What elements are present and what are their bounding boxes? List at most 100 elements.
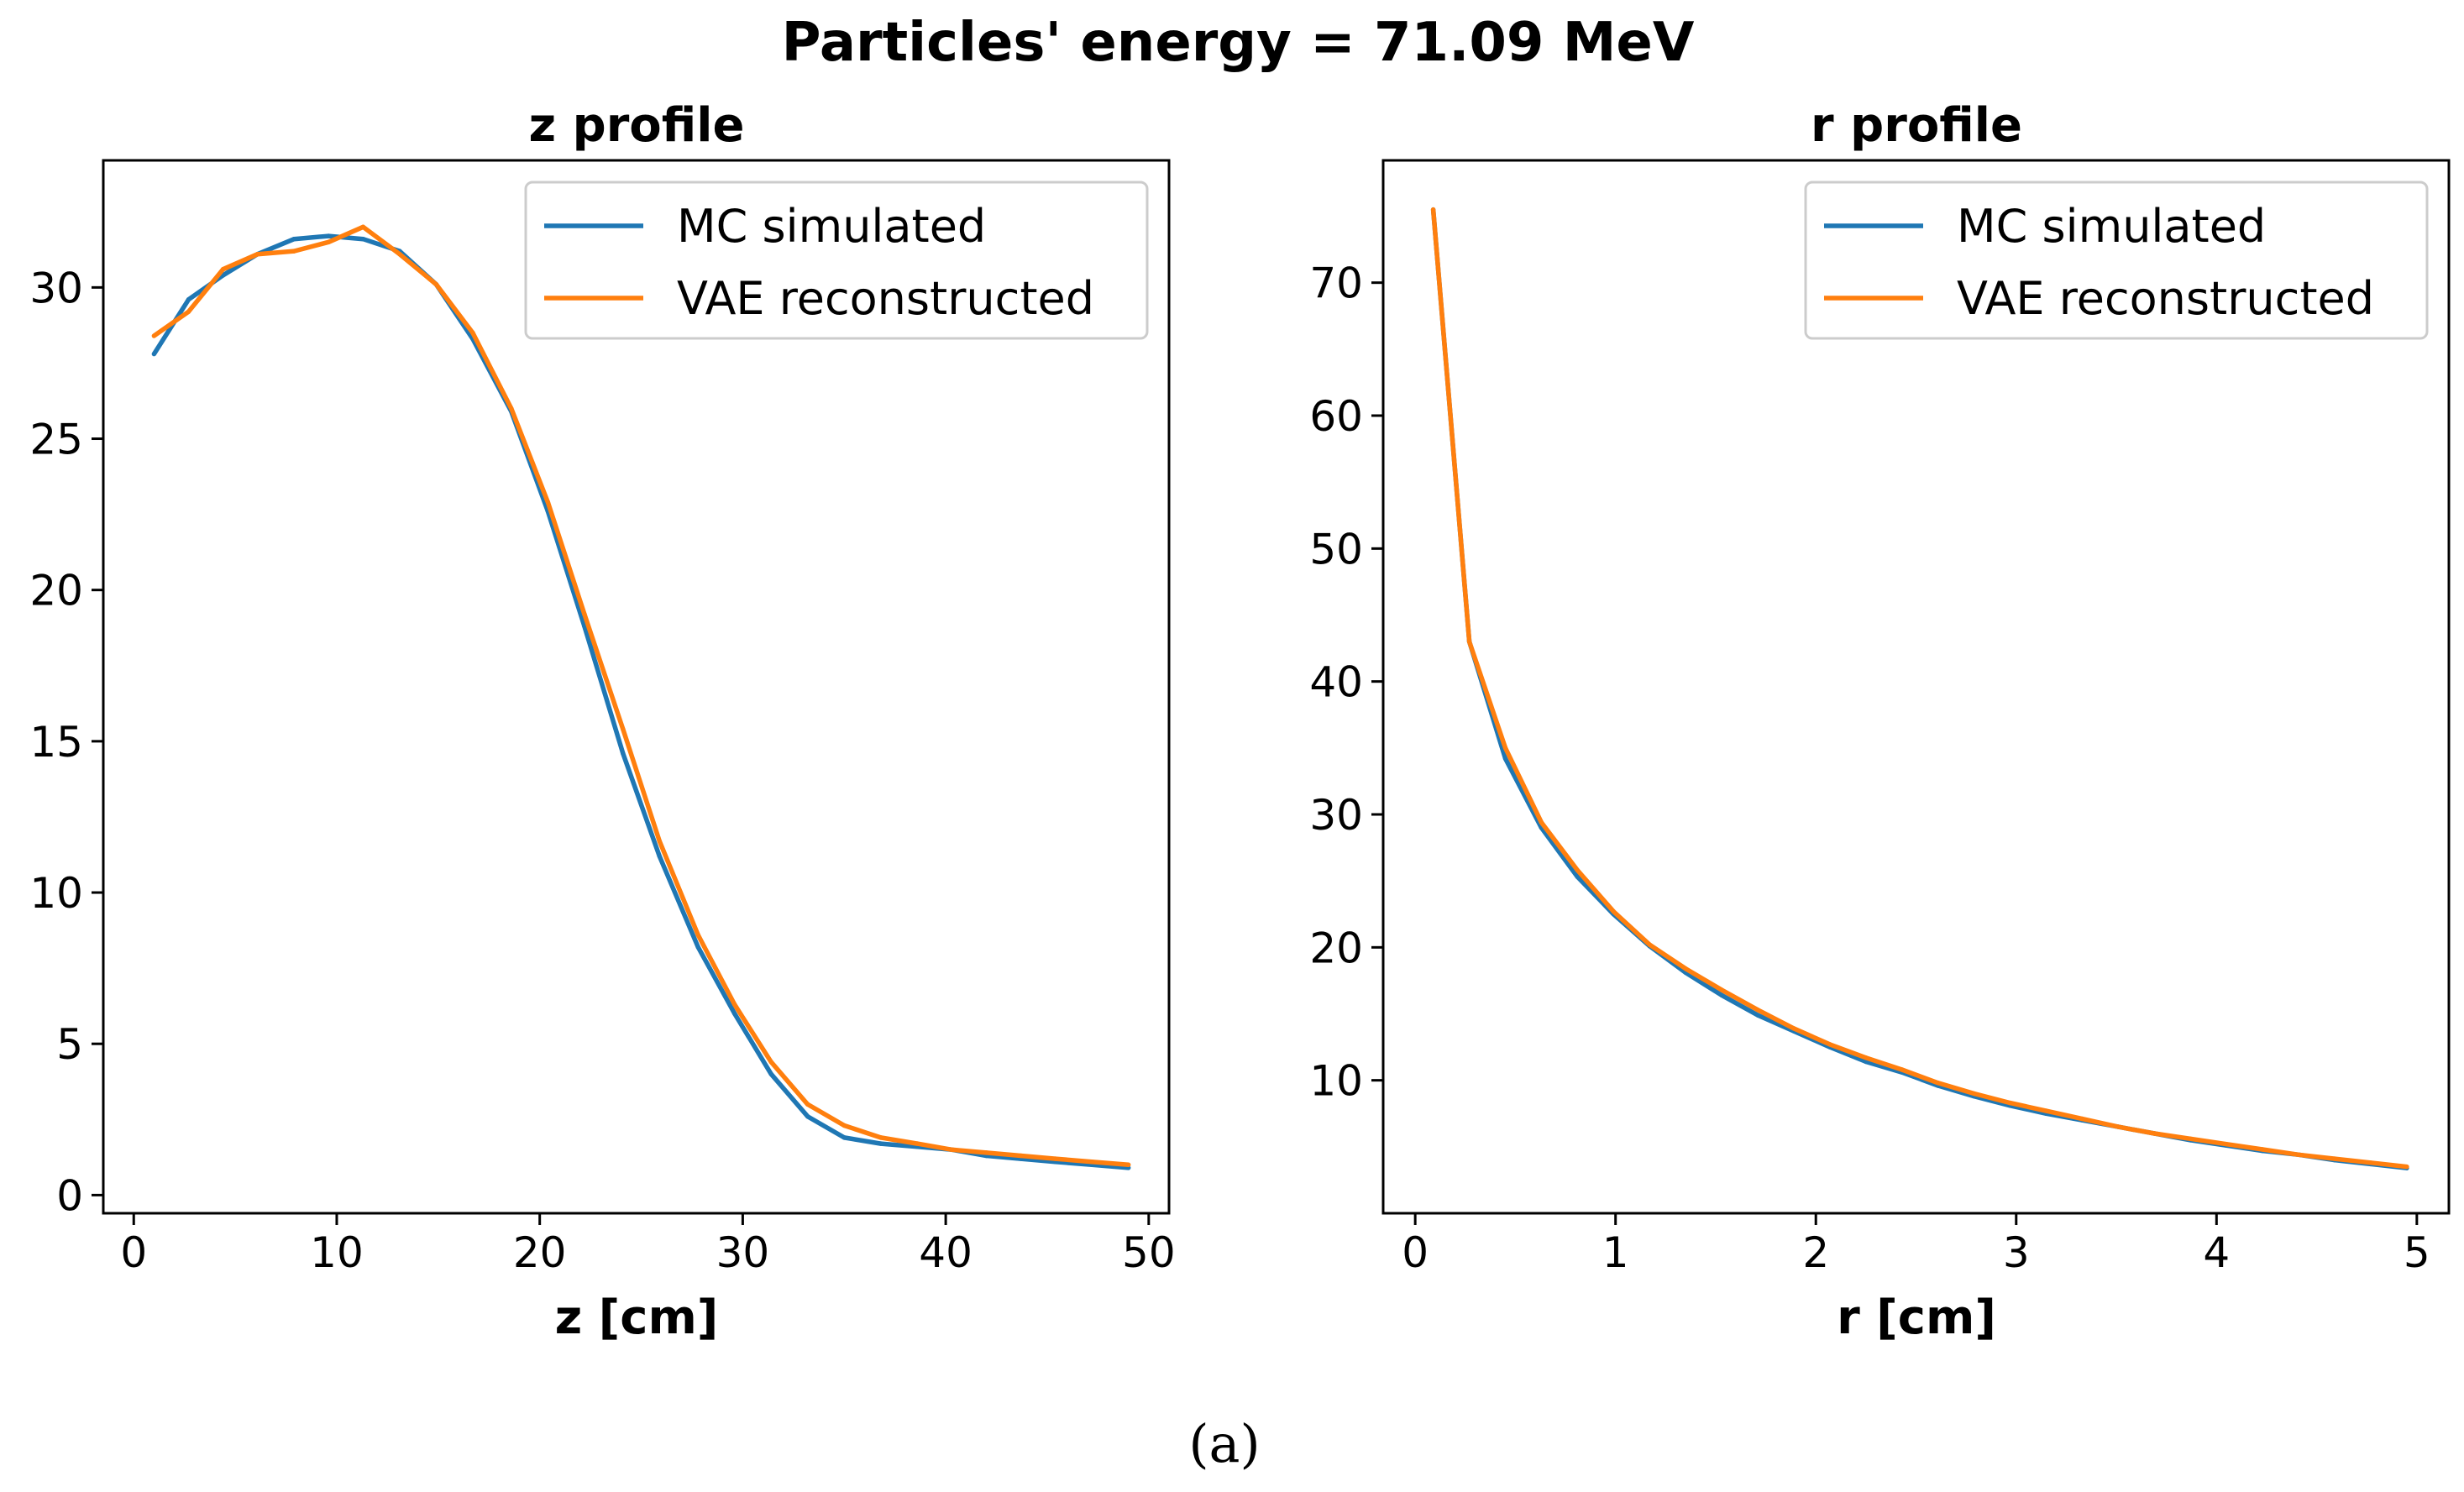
series-segment [1539,819,1581,873]
axes-r-profile: r profile 0 1 2 3 4 5 10 20 30 40 50 60 70 r [cm] M… [1309,98,2451,1345]
x-ticks-r-profile: 0 1 2 3 4 5 [1402,1213,2430,1277]
series-segment [768,1060,810,1107]
x-tick-label: 40 [919,1228,972,1277]
series-segment [1089,1162,1131,1170]
series-segment [1089,1159,1131,1168]
series-segment [2007,1103,2049,1117]
series-segment [1502,756,1544,830]
axes-frame-z-profile [102,159,1171,1215]
series-segment [1791,1026,1832,1047]
series-segment [360,224,402,257]
series-segment [983,1153,1024,1161]
series-segment [1900,1067,1941,1086]
x-tick-label: 2 [1802,1228,1829,1277]
series-segment [1971,1091,2013,1106]
series-segment [1430,207,1472,644]
series-segment [2332,1156,2373,1165]
series-segment [151,297,191,357]
x-axis-label-r-profile: r [cm] [1837,1290,1996,1345]
x-tick-label: 30 [716,1228,770,1277]
axes-z-profile: z profile 0 10 20 30 40 50 0 5 10 15 20 25 30 z [cm… [29,98,1175,1345]
series-segment [1827,1044,1869,1065]
series-segment [186,266,226,314]
series-segment [1647,942,1688,971]
series-segment [2368,1160,2409,1170]
legend-label-mc-simulated: MC simulated [1957,200,2266,253]
series-segment [433,281,475,336]
y-tick-label: 10 [29,869,83,918]
axes-frame-r-profile [1381,159,2451,1215]
legend-r-profile: MC simulated VAE reconstructed [1804,181,2429,340]
figure-caption: (a) [1188,1413,1260,1474]
series-segment [1755,1013,1796,1034]
series-segment [695,932,737,1008]
y-ticks-z-profile: 0 5 10 15 20 25 30 [29,264,103,1220]
series-segment [291,239,332,254]
series-segment [621,726,663,844]
y-tick-label: 40 [1309,658,1363,707]
y-tick-label: 20 [1309,924,1363,972]
series-segment [254,249,296,257]
series-segment [2260,1147,2301,1158]
series-segment [1611,908,1653,947]
y-tick-label: 30 [29,264,83,312]
series-segment [2224,1141,2265,1152]
series-segment [1683,970,1724,998]
y-tick-label: 20 [29,567,83,615]
series-segment [841,1135,883,1146]
series-segment [915,1141,955,1153]
series-segment [1539,825,1581,880]
series-segment [2079,1116,2121,1129]
series-segment [1791,1029,1832,1050]
y-ticks-r-profile: 10 20 30 40 50 60 70 [1309,259,1383,1106]
series-segment [657,854,700,950]
series-segment [1052,1156,1094,1165]
series-segment [2115,1124,2157,1136]
y-tick-label: 10 [1309,1057,1363,1106]
series-segment [1683,966,1724,992]
axes-title-z-profile: z profile [529,98,745,153]
y-tick-label: 30 [1309,791,1363,840]
legend-box [524,181,1149,340]
series-segment [1827,1042,1869,1060]
series-segment [841,1123,883,1140]
series-segment [983,1150,1024,1159]
series-segment [509,406,551,505]
y-tick-label: 70 [1309,259,1363,308]
legend-z-profile: MC simulated VAE reconstructed [524,181,1149,340]
series-segment [1935,1081,1977,1097]
series-segment [1719,987,1760,1013]
series-segment [805,1102,847,1128]
plot-area-z-profile [151,224,1131,1170]
legend-label-vae-reconstructed: VAE reconstructed [1957,272,2374,325]
series-segment [2296,1152,2337,1161]
series-segment [545,500,587,617]
series-z-profile-vae-reconstructed [151,224,1131,1168]
series-segment [878,1135,920,1146]
series-segment [1719,992,1760,1018]
series-segment [1971,1093,2013,1108]
y-tick-label: 5 [56,1020,83,1069]
series-segment [2188,1136,2229,1147]
series-segment [731,1011,773,1076]
plot-area-r-profile [1430,207,2409,1170]
series-segment [949,1147,989,1155]
series-segment [768,1071,810,1119]
axes-title-r-profile: r profile [1811,98,2022,153]
x-tick-label: 0 [120,1228,147,1277]
series-segment [1466,639,1508,751]
series-segment [1900,1070,1941,1088]
series-segment [1052,1159,1094,1168]
series-segment [151,309,191,338]
y-tick-label: 25 [29,416,83,464]
series-segment [2043,1108,2085,1122]
series-segment [731,1002,773,1065]
series-segment [220,251,260,272]
series-segment [1755,1008,1796,1031]
series-r-profile-vae-reconstructed [1430,207,2409,1170]
series-segment [621,751,663,859]
y-tick-label: 50 [1309,525,1363,573]
series-segment [1935,1083,1977,1099]
series-segment [326,233,366,242]
